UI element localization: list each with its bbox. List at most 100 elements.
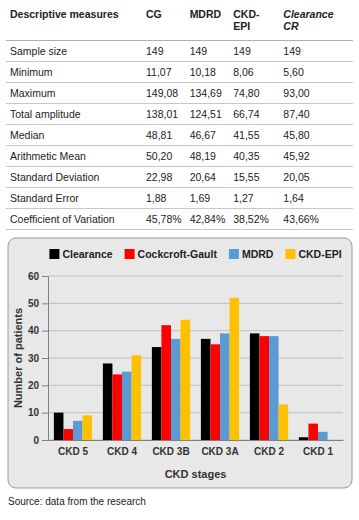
- tick-label: 40: [28, 325, 40, 336]
- table-cell: 93,00: [279, 83, 353, 104]
- table-cell: 66,74: [229, 104, 279, 125]
- table-cell: 134,69: [186, 83, 230, 104]
- bar: [73, 421, 83, 440]
- table-row: Maximum149,08134,6974,8093,00: [6, 83, 353, 104]
- table-row: Arithmetic Mean50,2048,1940,3545,92: [6, 146, 353, 167]
- table-cell: 43,66%: [279, 209, 353, 230]
- bar: [152, 347, 162, 440]
- header-row: Descriptive measuresCGMDRDCKD-EPIClearan…: [6, 4, 353, 41]
- bar: [181, 320, 191, 440]
- table-cell: 10,18: [186, 62, 230, 83]
- axis-line: [48, 277, 49, 441]
- chart-frame: [8, 238, 352, 488]
- tick: 50: [28, 298, 48, 309]
- table-cell: 38,52%: [229, 209, 279, 230]
- table-row: Total amplitude138,01124,5166,7487,40: [6, 104, 353, 125]
- tick: 0: [33, 435, 48, 446]
- table-cell: 1,69: [186, 188, 230, 209]
- table-cell: 1,64: [279, 188, 353, 209]
- tick: CKD 2: [254, 440, 284, 457]
- bar: [259, 336, 269, 440]
- tick-label: CKD 5: [58, 446, 88, 457]
- grid-line: [48, 385, 343, 386]
- tick-label: CKD 3A: [201, 446, 238, 457]
- tick: 20: [28, 380, 48, 391]
- row-label: Minimum: [6, 62, 142, 83]
- row-label: Maximum: [6, 83, 142, 104]
- legend-item: Cockcroft-Gault: [125, 248, 218, 260]
- tick-label: 30: [28, 353, 40, 364]
- bar: [63, 429, 73, 440]
- row-label: Coefficient of Variation: [6, 209, 142, 230]
- grid-line: [48, 412, 343, 413]
- chart: 0102030405060CKD 5CKD 4CKD 3BCKD 3ACKD 2…: [0, 236, 359, 492]
- row-label: Standard Error: [6, 188, 142, 209]
- table-cell: 20,64: [186, 167, 230, 188]
- bar: [210, 344, 220, 440]
- legend-label: MDRD: [242, 248, 274, 260]
- column-header: Descriptive measures: [6, 4, 142, 41]
- tick-label: 0: [33, 435, 39, 446]
- table-cell: 74,80: [229, 83, 279, 104]
- series: [73, 333, 328, 440]
- table-row: Standard Error1,881,691,271,64: [6, 188, 353, 209]
- table-cell: 50,20: [142, 146, 186, 167]
- table-row: Standard Deviation22,9820,6415,5520,05: [6, 167, 353, 188]
- table-cell: 138,01: [142, 104, 186, 125]
- tick-label: CKD 1: [303, 446, 333, 457]
- column-header: CKD-EPI: [229, 4, 279, 41]
- bar: [230, 298, 240, 440]
- tick-label: 50: [28, 298, 40, 309]
- legend-swatch: [125, 249, 135, 259]
- bar: [171, 339, 181, 440]
- legend: Clearance Cockcroft-Gault MDRD CKD-EPI: [49, 248, 341, 260]
- tick-mark: [42, 413, 48, 414]
- tick-label: CKD 3B: [152, 446, 189, 457]
- table-cell: 48,81: [142, 125, 186, 146]
- bar: [112, 374, 122, 440]
- bar: [103, 363, 113, 440]
- tick: 60: [28, 271, 48, 282]
- tick-mark: [42, 358, 48, 359]
- y-axis-title: Number of patients: [12, 308, 24, 408]
- table-cell: 149,08: [142, 83, 186, 104]
- tick-label: 60: [28, 271, 40, 282]
- bars: [54, 298, 328, 440]
- grid-line: [48, 330, 343, 331]
- axis-line: [49, 440, 344, 441]
- table-cell: 45,92: [279, 146, 353, 167]
- tick-label: 20: [28, 380, 40, 391]
- table-row: Sample size149149149149: [6, 41, 353, 62]
- series: [63, 325, 318, 440]
- stats-table: Descriptive measuresCGMDRDCKD-EPIClearan…: [6, 4, 353, 230]
- grid: [48, 276, 343, 440]
- table-cell: 15,55: [229, 167, 279, 188]
- table-cell: 124,51: [186, 104, 230, 125]
- series: [83, 298, 289, 440]
- table-cell: 11,07: [142, 62, 186, 83]
- grid-line: [48, 440, 343, 441]
- x-axis: CKD 5 CKD 4 CKD 3B CKD 3A CKD 2 CKD 1: [49, 440, 344, 457]
- tick-mark: [42, 331, 48, 332]
- bar: [201, 339, 211, 440]
- x-axis-title: CKD stages: [165, 468, 227, 480]
- legend-label: CKD-EPI: [298, 248, 341, 260]
- tick: 30: [28, 353, 48, 364]
- legend-swatch: [49, 249, 59, 259]
- legend-item: Clearance: [49, 248, 112, 260]
- table-cell: 20,05: [279, 167, 353, 188]
- tick: CKD 5: [58, 440, 88, 457]
- row-label: Total amplitude: [6, 104, 142, 125]
- grid-line: [48, 358, 343, 359]
- bar: [161, 325, 171, 440]
- legend-swatch: [285, 249, 295, 259]
- bar: [328, 440, 338, 441]
- tick: CKD 1: [303, 440, 333, 457]
- tick: CKD 4: [107, 440, 137, 457]
- bar: [54, 413, 64, 440]
- tick: 40: [28, 325, 48, 336]
- table-cell: 149: [142, 41, 186, 62]
- column-header: CG: [142, 4, 186, 41]
- legend-item: MDRD: [229, 248, 274, 260]
- table-cell: 1,27: [229, 188, 279, 209]
